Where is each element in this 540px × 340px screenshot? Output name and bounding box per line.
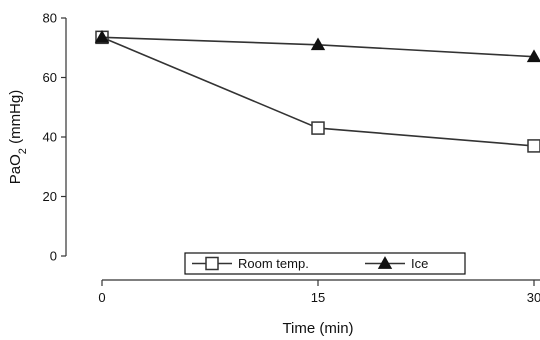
- data-point: [94, 30, 110, 43]
- series-1: [94, 30, 540, 63]
- legend: Room temp. Ice: [184, 252, 466, 275]
- y-axis-title-main: PaO: [7, 154, 24, 184]
- legend-box: [184, 252, 466, 275]
- y-tick-label: 60: [43, 70, 57, 85]
- y-tick-label: 80: [43, 11, 57, 26]
- x-tick-label: 30: [527, 290, 540, 305]
- data-point: [526, 49, 540, 63]
- y-axis-title: PaO2 (mmHg): [7, 90, 29, 184]
- data-point: [310, 37, 326, 51]
- x-tick-label: 0: [98, 290, 105, 305]
- data-point: [527, 139, 540, 153]
- legend-label: Room temp.: [238, 256, 309, 271]
- y-tick-label: 0: [50, 249, 57, 264]
- x-tick-label: 15: [311, 290, 325, 305]
- series-layer: [94, 30, 540, 153]
- legend-label: Ice: [411, 256, 428, 271]
- y-axis-title-unit: (mmHg): [7, 90, 24, 148]
- ticks: 0 20 40 60 80 0 15 30: [43, 11, 540, 306]
- x-axis-title: Time (min): [282, 320, 353, 337]
- legend-marker: [377, 256, 393, 269]
- axes: [65, 18, 540, 281]
- y-axis-title-subscript: 2: [17, 148, 29, 154]
- data-point: [311, 121, 325, 135]
- legend-marker: [205, 256, 219, 271]
- y-tick-label: 20: [43, 189, 57, 204]
- y-tick-label: 40: [43, 130, 57, 145]
